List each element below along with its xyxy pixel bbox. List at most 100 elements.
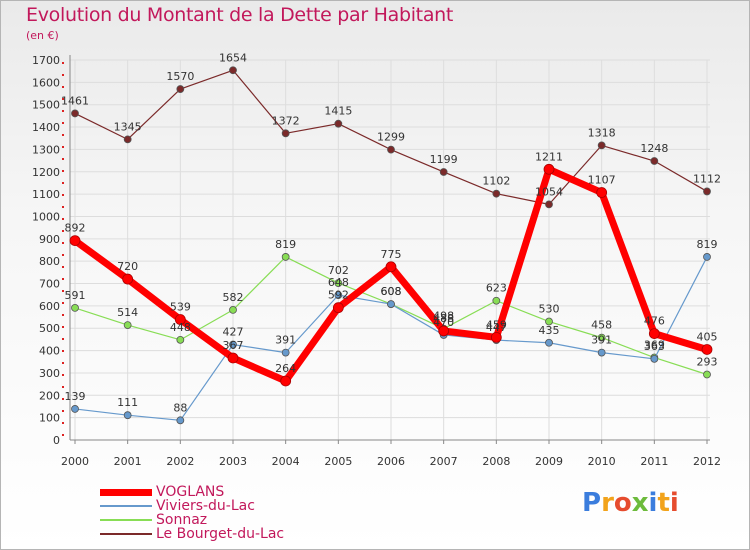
data-label: 720 bbox=[117, 260, 138, 273]
data-label: 498 bbox=[433, 310, 454, 323]
data-point bbox=[387, 300, 395, 308]
data-label: 648 bbox=[328, 276, 349, 289]
data-label: 488 bbox=[433, 312, 454, 325]
data-label: 447 bbox=[486, 321, 507, 334]
x-tick-label: 2006 bbox=[377, 455, 405, 468]
x-tick-label: 2008 bbox=[482, 455, 510, 468]
legend-swatch bbox=[100, 519, 152, 521]
data-point bbox=[492, 296, 501, 305]
data-point bbox=[385, 261, 397, 273]
y-tick-label: 1300 bbox=[32, 143, 60, 156]
data-label: 1107 bbox=[588, 174, 616, 187]
data-label: 369 bbox=[644, 339, 665, 352]
x-tick-label: 2012 bbox=[693, 455, 721, 468]
data-label: 591 bbox=[65, 289, 86, 302]
data-point bbox=[280, 375, 292, 387]
y-tick-label: 1100 bbox=[32, 188, 60, 201]
data-label: 1654 bbox=[219, 51, 247, 64]
data-label: 459 bbox=[486, 318, 507, 331]
data-point bbox=[490, 331, 502, 343]
data-point bbox=[492, 189, 501, 198]
y-tick-label: 1600 bbox=[32, 76, 60, 89]
data-label: 623 bbox=[486, 282, 507, 295]
x-tick-label: 2010 bbox=[588, 455, 616, 468]
data-label: 1345 bbox=[114, 120, 142, 133]
data-label: 458 bbox=[591, 319, 612, 332]
data-label: 1211 bbox=[535, 150, 563, 163]
data-labels: 892 720 539 367 264 592 775 488 459 1211 1107 476 40… bbox=[61, 51, 721, 414]
data-label: 775 bbox=[381, 248, 402, 261]
data-label: 582 bbox=[223, 291, 244, 304]
x-tick-label: 2000 bbox=[61, 455, 89, 468]
data-label: 1054 bbox=[535, 185, 563, 198]
y-tick-label: 400 bbox=[39, 345, 60, 358]
legend-swatch bbox=[100, 505, 152, 507]
x-tick-label: 2002 bbox=[166, 455, 194, 468]
x-tick-label: 2004 bbox=[272, 455, 300, 468]
data-point bbox=[281, 348, 290, 357]
data-point bbox=[597, 348, 606, 357]
data-label: 1461 bbox=[61, 94, 89, 107]
data-label: 819 bbox=[697, 238, 718, 251]
y-tick-label: 200 bbox=[39, 389, 60, 402]
data-point bbox=[176, 416, 185, 425]
data-label: 435 bbox=[539, 324, 560, 337]
data-point bbox=[281, 129, 290, 138]
data-point bbox=[597, 333, 606, 342]
chart-unit: (en €) bbox=[26, 29, 59, 42]
data-point bbox=[543, 163, 555, 175]
data-point bbox=[545, 338, 553, 347]
data-point bbox=[597, 141, 606, 150]
axes: 0 100 200 300 400 500 600 700 800 900 1000 1100 1200… bbox=[32, 54, 721, 468]
data-label: 391 bbox=[275, 334, 296, 347]
data-point bbox=[703, 187, 711, 196]
data-point bbox=[596, 187, 608, 198]
data-label: 363 bbox=[644, 340, 665, 353]
data-point bbox=[387, 145, 395, 154]
data-point bbox=[229, 340, 237, 349]
data-point bbox=[545, 317, 553, 326]
series-lines bbox=[69, 66, 713, 425]
data-point bbox=[71, 405, 79, 413]
data-point bbox=[334, 291, 343, 300]
data-point bbox=[439, 168, 448, 176]
data-point bbox=[334, 279, 343, 287]
data-point bbox=[123, 135, 132, 144]
data-label: 88 bbox=[173, 401, 187, 414]
data-point bbox=[545, 200, 553, 209]
data-point bbox=[703, 370, 711, 379]
data-point bbox=[650, 157, 659, 165]
chart-title: Evolution du Montant de la Dette par Hab… bbox=[26, 4, 454, 26]
data-label: 539 bbox=[170, 301, 191, 314]
data-label: 819 bbox=[275, 238, 296, 251]
proxiti-logo: Proxiti bbox=[582, 488, 679, 518]
data-label: 514 bbox=[117, 306, 138, 319]
data-point bbox=[176, 335, 185, 344]
data-label: 1318 bbox=[588, 126, 616, 139]
y-tick-label: 1000 bbox=[32, 210, 60, 223]
data-label: 427 bbox=[223, 326, 244, 339]
data-label: 470 bbox=[433, 316, 454, 329]
y-tick-label: 900 bbox=[39, 233, 60, 246]
data-label: 1102 bbox=[482, 175, 510, 188]
data-label: 592 bbox=[328, 289, 349, 302]
data-point bbox=[71, 109, 79, 118]
data-label: 1112 bbox=[693, 172, 721, 185]
data-point bbox=[648, 328, 660, 340]
data-label: 264 bbox=[275, 362, 296, 375]
y-tick-label: 500 bbox=[39, 322, 60, 335]
data-label: 405 bbox=[697, 330, 718, 343]
legend-label: VOGLANS bbox=[156, 484, 225, 500]
data-label: 367 bbox=[223, 339, 244, 352]
legend-swatch bbox=[100, 488, 152, 496]
legend-label: Le Bourget-du-Lac bbox=[156, 526, 285, 542]
data-point bbox=[703, 253, 711, 261]
data-label: 608 bbox=[381, 285, 402, 298]
y-tick-label: 1700 bbox=[32, 54, 60, 67]
y-tick-label: 700 bbox=[39, 278, 60, 291]
data-label: 892 bbox=[65, 222, 86, 235]
data-point bbox=[438, 325, 450, 337]
data-point bbox=[229, 306, 237, 314]
x-tick-label: 2001 bbox=[114, 455, 142, 468]
y-tick-label: 1200 bbox=[32, 166, 60, 179]
